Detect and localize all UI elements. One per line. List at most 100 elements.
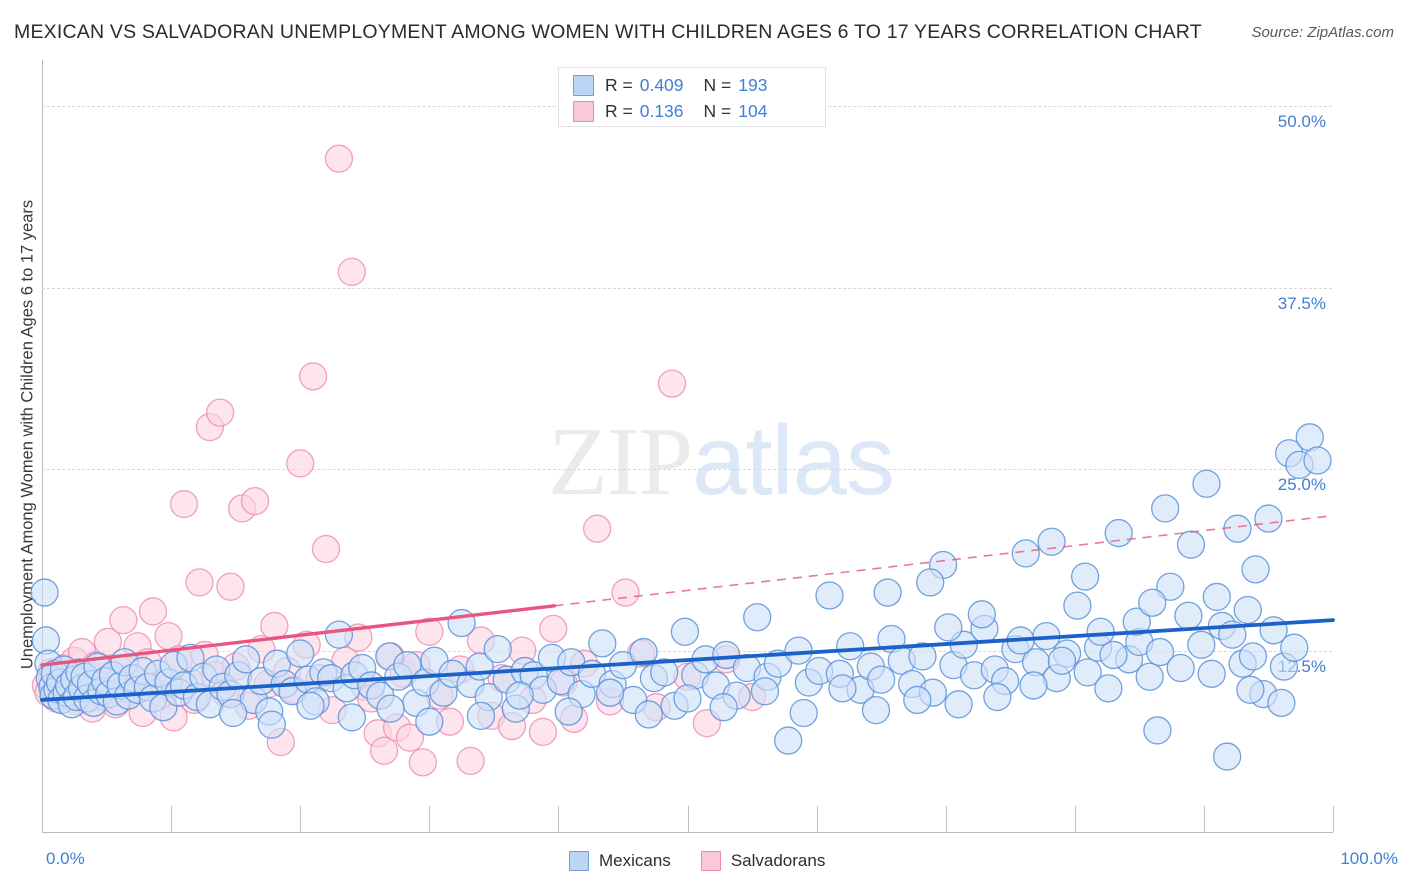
- data-point: [296, 691, 325, 720]
- legend-item-mexicans[interactable]: Mexicans: [569, 851, 671, 871]
- legend-label-salvadorans: Salvadorans: [730, 851, 826, 870]
- data-point: [505, 681, 534, 710]
- data-point: [1223, 514, 1252, 543]
- x-axis-tick: [687, 806, 689, 832]
- data-point: [967, 600, 996, 629]
- data-point: [595, 678, 625, 707]
- data-point: [903, 685, 932, 715]
- salvadorans-legend-swatch-icon: [700, 851, 721, 871]
- data-point: [206, 398, 235, 427]
- data-point: [311, 534, 341, 564]
- data-point: [1143, 716, 1172, 745]
- data-point: [1187, 630, 1216, 659]
- r-value-mexicans: 0.409: [639, 74, 684, 95]
- mexicans-swatch-icon: [573, 74, 594, 96]
- r-label-mexicans: R =: [605, 74, 633, 95]
- data-point: [298, 362, 328, 391]
- trendline-salvadorans-extrapolated: [554, 514, 1334, 607]
- data-point: [1174, 601, 1203, 630]
- data-point: [1197, 659, 1226, 688]
- stats-row-salvadorans: R = 0.136 N = 104: [573, 98, 767, 124]
- data-point: [376, 694, 405, 723]
- data-point: [611, 578, 640, 607]
- y-axis-tick-label: 50.0%: [1277, 112, 1326, 132]
- data-point: [415, 707, 444, 736]
- x-axis-max-label: 100.0%: [1340, 849, 1398, 868]
- data-point: [93, 627, 122, 657]
- data-point: [240, 486, 270, 516]
- data-point: [185, 568, 214, 597]
- page-title: MEXICAN VS SALVADORAN UNEMPLOYMENT AMONG…: [14, 21, 1202, 43]
- data-point: [1135, 662, 1164, 691]
- x-axis-tick: [945, 806, 947, 832]
- data-point: [861, 695, 891, 725]
- data-point: [415, 617, 444, 646]
- data-point: [650, 658, 679, 687]
- data-point: [1070, 562, 1100, 591]
- data-point: [286, 449, 315, 478]
- data-point: [657, 369, 687, 398]
- x-axis-tick: [816, 806, 818, 832]
- data-point: [466, 701, 496, 731]
- y-axis-tick-label: 37.5%: [1277, 293, 1326, 313]
- data-point: [1202, 582, 1231, 612]
- stats-legend-box: R = 0.409 N = 193 R = 0.136 N = 104: [558, 67, 826, 127]
- data-point: [1104, 518, 1133, 548]
- data-point: [456, 746, 485, 776]
- series-mexicans: [30, 423, 1332, 771]
- y-axis-line: [42, 60, 43, 832]
- x-axis-tick: [1074, 806, 1076, 832]
- x-axis-tick: [1333, 806, 1334, 832]
- data-point: [528, 717, 558, 747]
- data-point: [908, 642, 937, 671]
- n-value-salvadorans: 104: [738, 100, 768, 121]
- data-point: [983, 682, 1012, 712]
- data-point: [1086, 617, 1115, 646]
- legend-item-salvadorans[interactable]: Salvadorans: [700, 851, 826, 871]
- r-value-salvadorans: 0.136: [639, 100, 684, 121]
- data-point: [673, 684, 702, 713]
- data-point: [1047, 646, 1077, 675]
- data-point: [231, 645, 261, 674]
- data-point: [1019, 671, 1048, 700]
- data-point: [873, 578, 902, 607]
- data-point: [1099, 640, 1128, 670]
- x-axis-tick: [171, 806, 173, 832]
- data-point: [1145, 637, 1175, 667]
- data-point: [709, 693, 738, 722]
- data-point: [774, 726, 803, 755]
- data-point: [337, 257, 366, 287]
- n-label-mexicans: N =: [703, 74, 732, 95]
- data-point: [1212, 742, 1242, 771]
- x-axis-tick: [1203, 806, 1205, 832]
- data-point: [944, 690, 973, 719]
- trendline-salvadorans: [40, 604, 557, 667]
- mexicans-legend-swatch-icon: [569, 851, 589, 871]
- data-point: [1073, 658, 1102, 687]
- data-point: [483, 635, 512, 664]
- data-point: [815, 581, 844, 610]
- data-point: [789, 698, 818, 728]
- data-point: [1236, 675, 1265, 704]
- data-point: [324, 620, 354, 649]
- data-point: [216, 572, 245, 601]
- data-point: [554, 697, 583, 726]
- r-label-salvadorans: R =: [605, 100, 633, 121]
- data-point: [763, 649, 793, 678]
- data-point: [260, 611, 289, 641]
- data-point: [1166, 653, 1195, 683]
- gridline: [42, 469, 1332, 471]
- data-point: [1254, 504, 1283, 533]
- data-point: [1280, 633, 1309, 662]
- data-point: [257, 710, 286, 739]
- data-point: [408, 748, 437, 777]
- data-point: [828, 674, 857, 703]
- data-point: [1241, 555, 1270, 584]
- n-label-salvadorans: N =: [703, 100, 732, 121]
- data-point: [1176, 530, 1206, 559]
- data-point: [1192, 469, 1221, 498]
- data-point: [369, 736, 399, 765]
- data-point: [1094, 674, 1123, 703]
